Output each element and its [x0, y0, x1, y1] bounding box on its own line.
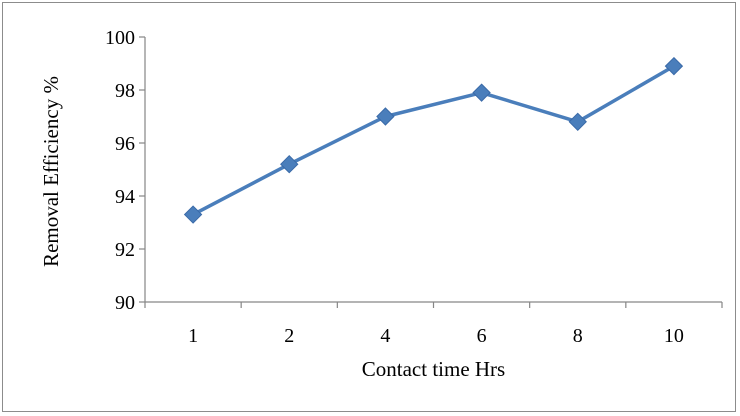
x-tick-label: 6: [477, 325, 487, 347]
chart-frame: [2, 2, 736, 412]
series-line: [192, 64, 675, 217]
x-tick-label: 10: [664, 325, 684, 347]
data-point-marker: [376, 107, 395, 126]
y-tick-label: 98: [115, 80, 135, 102]
y-tick-label: 100: [105, 27, 135, 49]
x-tick-label: 2: [284, 325, 294, 347]
x-tick-label: 1: [188, 325, 198, 347]
y-axis-title: Removal Efficiency %: [39, 76, 63, 267]
data-point-marker: [280, 154, 299, 174]
x-axis-title: Contact time Hrs: [362, 357, 505, 381]
data-point-marker: [183, 205, 203, 224]
y-tick-label: 92: [115, 239, 135, 261]
data-point-marker: [568, 112, 587, 132]
data-point-marker: [472, 83, 491, 102]
y-tick-label: 90: [115, 292, 135, 314]
data-point-marker: [664, 56, 684, 76]
y-tick-label: 94: [115, 186, 135, 208]
x-tick-label: 4: [380, 325, 390, 347]
y-tick-label: 96: [115, 133, 135, 155]
x-tick-label: 8: [573, 325, 583, 347]
